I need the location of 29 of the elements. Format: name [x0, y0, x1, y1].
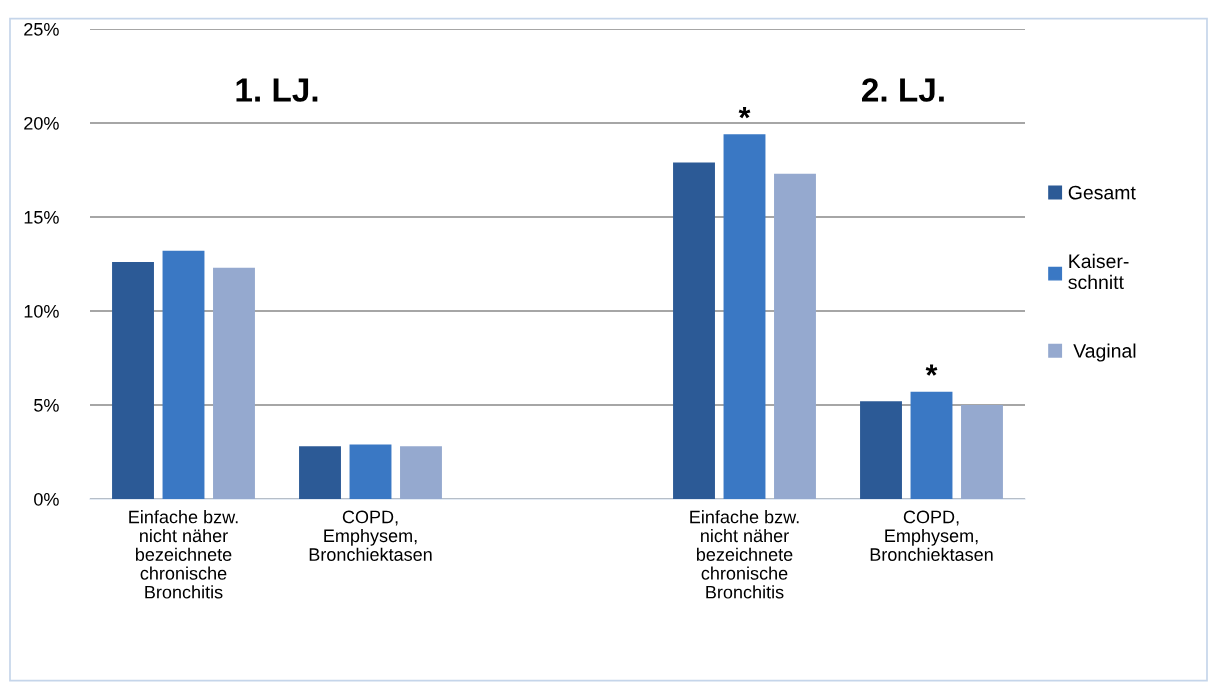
y-tick-label: 0% [34, 492, 59, 506]
bar [400, 446, 442, 499]
x-tick-label: COPD, Emphysem, Bronchiektasen [309, 510, 432, 561]
bar [961, 405, 1003, 499]
data-label: * [925, 364, 938, 376]
annotation: 1. LJ. [236, 78, 318, 102]
y-tick-label: 10% [24, 304, 59, 318]
x-tick-label: Einfache bzw. nicht näher bezeichnete chronische Bronchitis [129, 510, 238, 599]
data-label: * [738, 106, 751, 119]
annotation: 2. LJ. [862, 78, 944, 102]
y-tick-label: 15% [24, 211, 59, 224]
y-tick-label: 25% [24, 22, 59, 36]
bar [213, 267, 255, 499]
y-tick-label: 5% [34, 399, 59, 412]
bar [673, 162, 715, 499]
bar [774, 173, 816, 499]
legend-label: Gesamt [1068, 185, 1136, 200]
x-tick-label: Einfache bzw. nicht näher bezeichnete chronische Bronchitis [690, 510, 799, 599]
bar [162, 250, 205, 499]
bar [860, 401, 902, 499]
y-tick-label: 20% [24, 116, 59, 130]
x-tick-label: COPD, Emphysem, Bronchiektasen [870, 510, 993, 561]
bar [723, 134, 766, 499]
bar [349, 444, 392, 499]
legend-label: Kaiser- schnitt [1068, 253, 1129, 290]
bar [112, 262, 154, 499]
legend-label: Vaginal [1073, 343, 1136, 362]
bar [910, 391, 953, 499]
bar [299, 446, 341, 499]
